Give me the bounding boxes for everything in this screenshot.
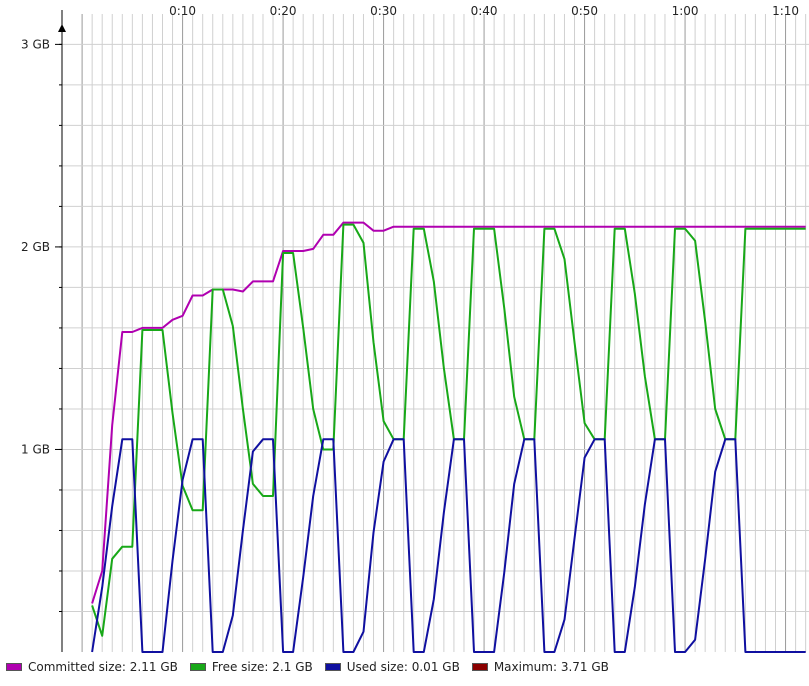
- x-tick-label: 0:30: [370, 4, 397, 18]
- series-line-free: [91, 223, 806, 637]
- series-lines: [91, 221, 806, 653]
- tick-labels: 1 GB 2 GB 3 GB 0:10 0:20 0:30 0:40 0:50 1:00 1:10: [21, 4, 799, 456]
- legend-value-used: 0.01 GB: [411, 660, 460, 674]
- grid: [62, 14, 809, 652]
- legend: Committed size: 2.11 GB Free size: 2.1 G…: [6, 660, 621, 674]
- y-tick-label: 2 GB: [21, 240, 50, 254]
- legend-swatch-free: [189, 663, 206, 671]
- legend-swatch-committed: [6, 663, 22, 671]
- x-tick-label: 1:10: [772, 4, 799, 18]
- legend-label-used: Used size:: [346, 660, 408, 674]
- legend-item-free: Free size: 2.1 GB: [189, 660, 313, 674]
- legend-item-maximum: Maximum: 3.71 GB: [471, 660, 609, 674]
- legend-label-committed: Committed size:: [28, 660, 126, 674]
- axes: [55, 10, 66, 652]
- x-tick-label: 0:50: [571, 4, 598, 18]
- legend-item-used: Used size: 0.01 GB: [324, 660, 460, 674]
- legend-swatch-maximum: [471, 663, 488, 671]
- x-tick-label: 0:20: [270, 4, 297, 18]
- legend-label-free: Free size:: [211, 660, 269, 674]
- y-axis-arrow: [58, 24, 66, 32]
- legend-swatch-used: [324, 663, 341, 671]
- legend-value-maximum: 3.71 GB: [560, 660, 609, 674]
- legend-value-free: 2.1 GB: [272, 660, 313, 674]
- legend-item-committed: Committed size: 2.11 GB: [6, 660, 178, 674]
- x-tick-label: 0:40: [471, 4, 498, 18]
- series-line-committed: [91, 221, 806, 604]
- legend-label-maximum: Maximum:: [493, 660, 557, 674]
- series-line-used: [91, 438, 806, 653]
- legend-value-committed: 2.11 GB: [129, 660, 178, 674]
- y-tick-label: 3 GB: [21, 37, 50, 51]
- x-tick-label: 0:10: [169, 4, 196, 18]
- x-tick-label: 1:00: [672, 4, 699, 18]
- y-tick-label: 1 GB: [21, 442, 50, 456]
